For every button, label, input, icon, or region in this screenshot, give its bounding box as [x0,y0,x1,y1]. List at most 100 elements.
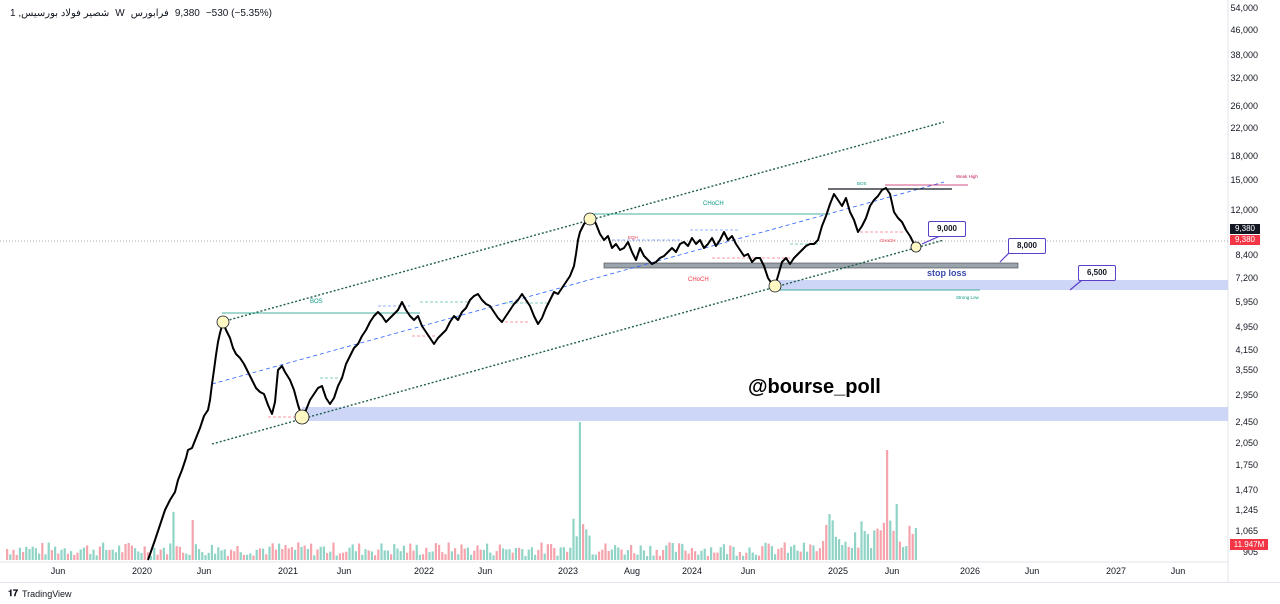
volume-bar [486,543,489,560]
price-tick-label: 905 [1243,547,1258,557]
price-tick-label: 4,950 [1235,322,1258,332]
volume-bar [383,550,386,560]
time-tick-label: Jun [741,566,756,576]
volume-bar [735,555,738,560]
price-tick-label: 38,000 [1230,50,1258,60]
pivot-marker[interactable] [294,409,310,425]
volume-bar [22,552,25,560]
volume-bar [162,547,165,560]
volume-bar [278,543,281,560]
time-tick-label: Jun [1171,566,1186,576]
target-6500-callout[interactable]: 6,500 [1078,265,1116,281]
volume-bar [79,549,82,560]
small-choch-label: CHoCH [880,238,896,243]
channel-upper-line[interactable] [217,121,945,324]
volume-bar [745,552,748,560]
volume-bar [262,548,265,560]
volume-bar [825,524,828,560]
volume-bar [716,552,719,560]
pivot-marker[interactable] [768,279,782,293]
volume-bar [31,546,34,560]
volume-bar [569,547,572,560]
symbol-name[interactable]: 1 ,شصير فولاد بورسيس [10,7,110,19]
volume-bar [681,543,684,560]
volume-bar [444,554,447,560]
volume-bar [585,529,588,560]
price-tick-label: 3,550 [1235,365,1258,375]
channel-lower-line[interactable] [211,239,945,445]
volume-bar [108,549,111,560]
volume-bar [892,530,895,560]
target-9000-callout[interactable]: 9,000 [928,221,966,237]
volume-bar [50,550,53,560]
volume-bar [447,542,450,560]
volume-bar [572,518,575,560]
tradingview-logo-icon[interactable]: 𝟏𝟕 [8,588,19,599]
volume-bar [393,544,396,560]
volume-bar [92,549,95,560]
volume-bar [617,547,620,560]
volume-bar [511,552,514,560]
volume-bar [425,547,428,560]
volume-bar [57,553,60,560]
volume-bar [847,546,850,560]
time-tick-label: Jun [337,566,352,576]
volume-bar [694,551,697,560]
pivot-marker[interactable] [216,315,230,329]
tradingview-brand[interactable]: TradingView [22,588,72,599]
volume-bar [870,548,873,560]
volume-bar [313,555,316,560]
volume-bar [889,520,892,560]
pivot-marker[interactable] [910,241,922,253]
volume-bar [124,544,127,560]
volume-bar [639,545,642,560]
volume-bar [831,520,834,560]
time-tick-label: 2026 [960,566,980,576]
channel-mid-line[interactable] [211,181,945,385]
volume-bar [553,548,556,560]
volume-bar [316,549,319,560]
volume-bar [722,544,725,560]
volume-bar [271,543,274,560]
volume-bar [834,536,837,560]
volume-bar [143,546,146,560]
volume-bars [6,422,917,560]
price-tick-label: 54,000 [1230,3,1258,13]
volume-bar [118,545,121,560]
volume-bar [873,530,876,560]
volume-bar [642,550,645,560]
volume-bar [838,539,841,560]
time-tick-label: Jun [197,566,212,576]
volume-bar [41,542,44,560]
price-line[interactable] [147,187,917,561]
volume-bar [601,549,604,560]
volume-bar [214,553,217,560]
pivot-marker[interactable] [583,212,597,226]
exchange-label: فرابورس [130,7,169,19]
volume-bar [489,552,492,560]
volume-bar [246,554,249,560]
volume-bar [217,547,220,560]
volume-bar [850,547,853,560]
price-axis[interactable]: 54,000 46,000 38,000 32,000 26,000 22,000 18,0… [1230,3,1258,557]
target-8000-callout[interactable]: 8,000 [1008,238,1046,254]
price-tick-label: 1,750 [1235,460,1258,470]
time-tick-label: 2021 [278,566,298,576]
volume-bar [25,546,28,560]
volume-bar [566,551,569,560]
volume-bar [300,546,303,560]
volume-bar [54,546,57,560]
volume-bar [610,549,613,560]
volume-bar [671,543,674,560]
price-tick-label: 2,050 [1235,438,1258,448]
volume-bar [578,422,581,560]
volume-bar [438,544,441,560]
volume-bar [358,543,361,560]
volume-bar [15,554,18,560]
time-axis[interactable]: Jun 2020 Jun 2021 Jun 2022 Jun 2023 Aug 2024 Jun 20… [51,566,1186,576]
timeframe-label[interactable]: W [115,7,125,19]
volume-tag: 11.947M [1230,539,1268,550]
price-tick-label: 1,470 [1235,485,1258,495]
volume-bar [194,544,197,560]
